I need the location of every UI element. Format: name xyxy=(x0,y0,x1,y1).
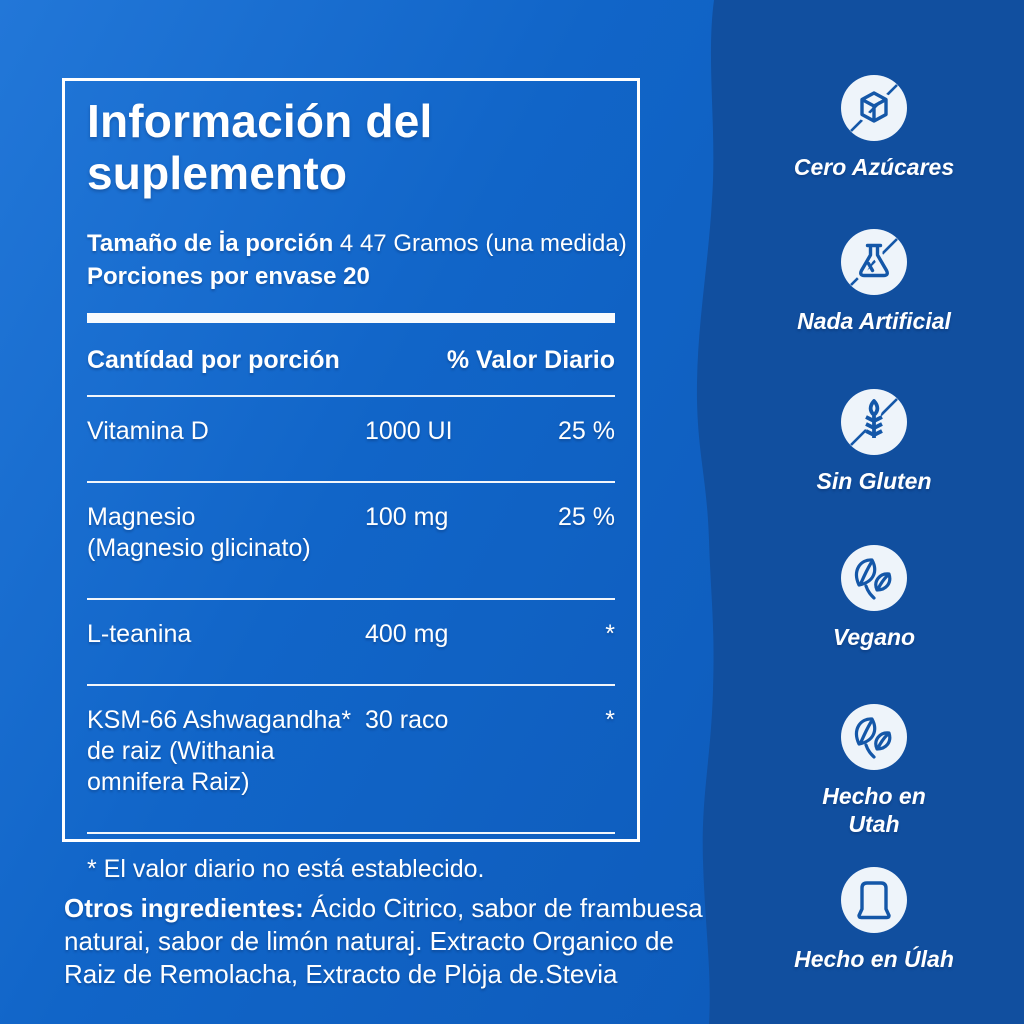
badge-label: Nada Artificial xyxy=(797,308,951,334)
nutrient-dv: * xyxy=(605,620,615,648)
nutrient-amount: 100 mg xyxy=(365,503,449,531)
serving-size-line: Tamaño de İa porción 4 47 Gramos (una me… xyxy=(87,227,627,260)
amount-per-serving-header: Cantídad por porción xyxy=(87,346,340,374)
badge-label: Vegano xyxy=(832,624,916,650)
badge-label-line2: Utah xyxy=(848,811,900,837)
leaves-icon xyxy=(841,704,907,770)
panel-title: Información del suplemento xyxy=(87,95,433,199)
divider xyxy=(87,684,615,686)
table-row: Magnesio 100 mg 25 % (Magnesio glicinato… xyxy=(87,483,615,578)
other-ingredients-text: Ácido Citrico, sabor de frambuesa natura… xyxy=(64,893,703,989)
nutrient-name: L-teanina xyxy=(87,620,192,648)
nutrient-amount: 30 raco xyxy=(365,706,449,734)
daily-value-footnote: * El valor diario no está establecido. xyxy=(87,855,485,883)
table-row: KSM-66 Ashwagandha* 30 raco * de raiz (W… xyxy=(87,686,615,812)
divider xyxy=(87,481,615,483)
other-ingredients-label: Otros ingredientes: xyxy=(64,893,304,923)
badge-label: Sin Gluten xyxy=(816,468,932,494)
divider xyxy=(87,395,615,397)
badge-vegano: Vegano xyxy=(752,545,996,651)
nutrient-name: Magnesio xyxy=(87,503,196,531)
nutrient-name-line3: omnifera Raiz) xyxy=(87,768,250,796)
serving-size-value: 4 47 Gramos (una medida) xyxy=(333,230,627,257)
nutrient-dv: 25 % xyxy=(558,503,615,531)
supplement-facts-panel: Información del suplemento Tamaño de İa … xyxy=(62,78,640,883)
serving-size-label: Tamaño de İa porción xyxy=(87,230,334,257)
no-flask-icon xyxy=(841,229,907,295)
divider xyxy=(87,598,615,600)
nutrient-name: Vitamina D xyxy=(87,417,209,445)
leaves-icon xyxy=(841,545,907,611)
badge-nada-artificial: Nada Artificial xyxy=(752,229,996,335)
badge-label-line1: Hecho en xyxy=(822,783,926,809)
nutrient-name: KSM-66 Ashwagandha* xyxy=(87,706,352,734)
badge-cero-azucares: Cero Azúcares xyxy=(752,75,996,181)
badge-label: Cero Azúcares xyxy=(793,154,955,180)
nutrient-amount: 1000 UI xyxy=(365,417,453,445)
nutrient-dv: 25 % xyxy=(558,417,615,445)
daily-value-header: % Valor Diario xyxy=(446,346,615,374)
servings-per-container: Porciones por envase 20 xyxy=(87,263,370,290)
badge-label: Hecho en Úlah xyxy=(794,946,954,972)
badge-hecho-en-ulah: Hecho en Úlah xyxy=(752,867,996,973)
badge-hecho-en-utah: Hecho en Utah xyxy=(752,704,996,838)
thick-divider-bar xyxy=(87,313,615,323)
arch-icon xyxy=(841,867,907,933)
table-row: L-teanina 400 mg * xyxy=(87,600,615,664)
badge-label: Hecho en Utah xyxy=(822,782,926,838)
no-sugar-cube-icon xyxy=(841,75,907,141)
no-wheat-icon xyxy=(841,389,907,455)
divider xyxy=(87,832,615,834)
nutrient-name-line2: de raiz (Withania xyxy=(87,737,275,765)
nutrient-name-line2: (Magnesio glicinato) xyxy=(87,534,311,562)
serving-info: Tamaño de İa porción 4 47 Gramos (una me… xyxy=(87,227,627,293)
table-row: Vitamina D 1000 UI 25 % xyxy=(87,397,615,461)
badge-sin-gluten: Sin Gluten xyxy=(752,389,996,495)
other-ingredients: Otros ingredientes: Ácido Citrico, sabor… xyxy=(64,892,706,991)
nutrient-dv: * xyxy=(605,706,615,734)
table-header-row: Cantídad por porción % Valor Diario xyxy=(87,345,615,375)
nutrient-amount: 400 mg xyxy=(365,620,449,648)
